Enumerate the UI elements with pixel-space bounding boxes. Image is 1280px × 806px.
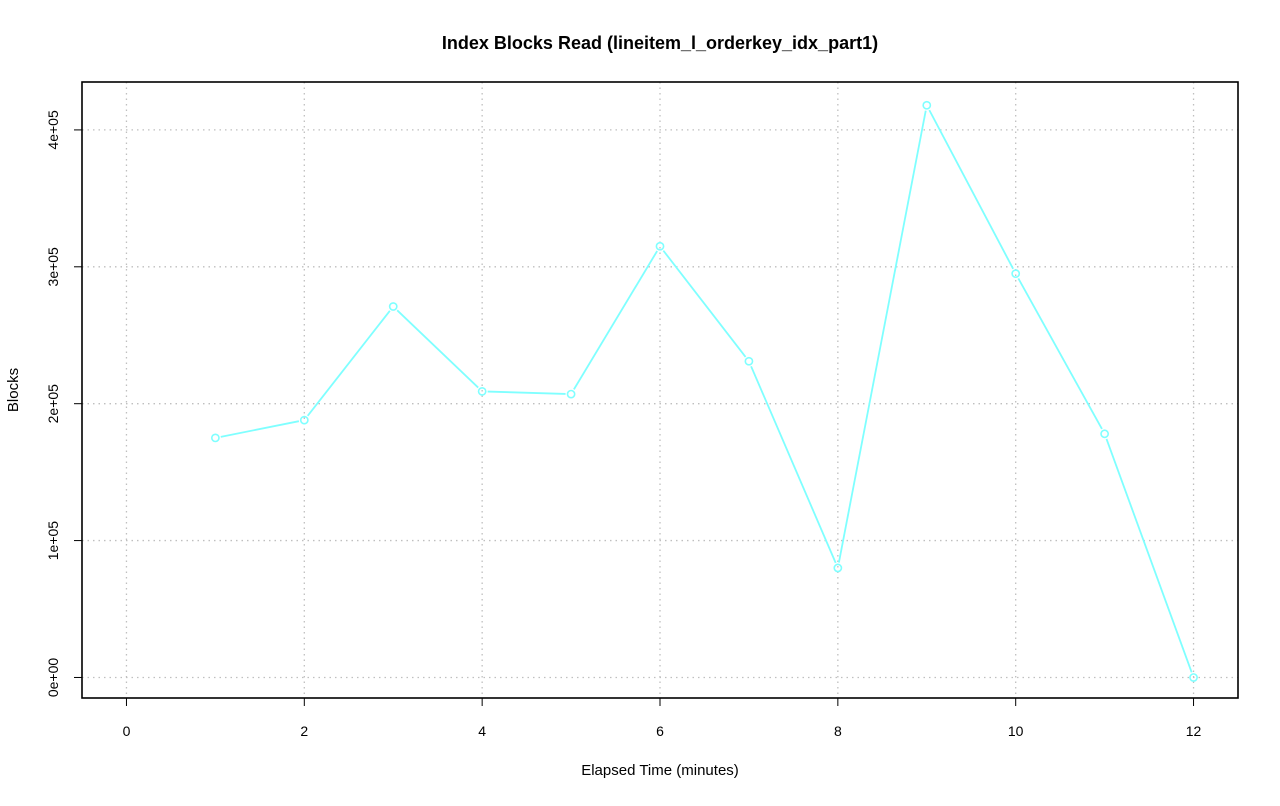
y-tick-label: 2e+05 bbox=[45, 384, 61, 424]
x-axis-label: Elapsed Time (minutes) bbox=[581, 762, 739, 779]
grid-lines bbox=[82, 82, 1238, 698]
series-line-segment bbox=[928, 109, 1014, 270]
axes: 0 2 4 6 8 10 12 0e+00 1e+05 2e+05 3e+05 4e+05 bbox=[45, 110, 1202, 739]
series-line-segment bbox=[573, 250, 658, 390]
data-point bbox=[477, 386, 487, 396]
x-tick-label: 2 bbox=[300, 723, 308, 739]
y-tick-label: 0e+00 bbox=[45, 658, 61, 698]
series-line-segment bbox=[662, 250, 747, 358]
data-point bbox=[1100, 429, 1110, 439]
series-line-segment bbox=[1017, 278, 1103, 430]
data-point bbox=[388, 302, 398, 311]
x-tick-label: 0 bbox=[123, 723, 131, 739]
x-tick-label: 4 bbox=[478, 723, 486, 739]
series-line-segment bbox=[838, 110, 927, 563]
data-point bbox=[566, 389, 576, 399]
series-line-segment bbox=[220, 420, 300, 438]
x-tick-label: 12 bbox=[1186, 723, 1202, 739]
y-tick-label: 3e+05 bbox=[45, 247, 61, 287]
y-axis-label: Blocks bbox=[5, 368, 22, 412]
data-point bbox=[299, 415, 309, 425]
data-point bbox=[922, 100, 932, 110]
series-layer bbox=[210, 100, 1198, 682]
series-line-segment bbox=[396, 309, 479, 389]
y-tick-label: 4e+05 bbox=[45, 110, 61, 150]
data-point bbox=[744, 356, 754, 366]
x-tick-label: 10 bbox=[1008, 723, 1024, 739]
data-point bbox=[210, 433, 220, 443]
data-point bbox=[1011, 269, 1021, 279]
series-line-segment bbox=[306, 310, 391, 417]
series-line-segment bbox=[750, 365, 837, 564]
chart-title: Index Blocks Read (lineitem_l_orderkey_i… bbox=[442, 33, 878, 53]
data-point bbox=[833, 563, 843, 573]
series-line-segment bbox=[1105, 438, 1193, 673]
data-point bbox=[1189, 673, 1198, 682]
x-tick-label: 8 bbox=[834, 723, 842, 739]
plot-frame bbox=[81, 81, 1239, 699]
series-line-segment bbox=[487, 390, 566, 395]
y-tick-label: 1e+05 bbox=[45, 521, 61, 561]
data-point bbox=[655, 241, 665, 251]
x-tick-label: 6 bbox=[656, 723, 664, 739]
